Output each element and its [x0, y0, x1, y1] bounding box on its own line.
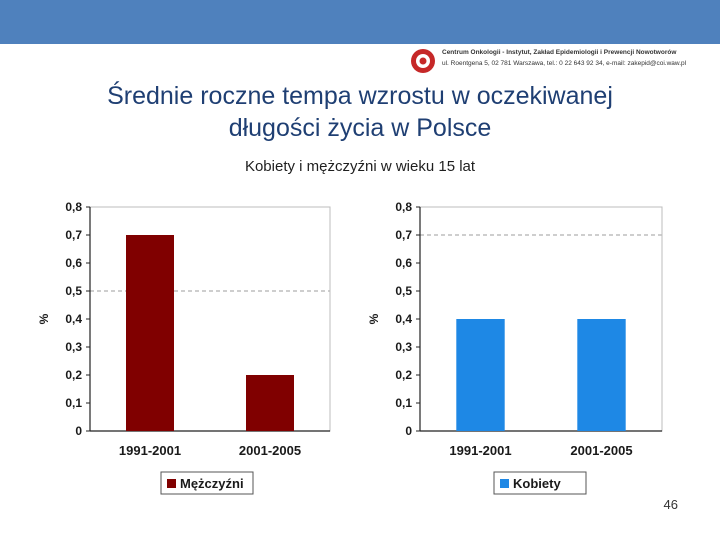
x-tick-label: 1991-2001	[119, 443, 181, 458]
y-tick-label: 0,3	[65, 340, 82, 354]
y-tick-label: 0,3	[395, 340, 412, 354]
title-line2: długości życia w Polsce	[228, 114, 492, 142]
logo-mark-icon	[411, 49, 435, 73]
logo-text-line1: Centrum Onkologii - Instytut, Zakład Epi…	[442, 49, 677, 56]
slide-title: Średnie roczne tempa wzrostu w oczekiwan…	[0, 80, 720, 144]
page-number: 46	[663, 497, 678, 512]
y-tick-label: 0,2	[395, 368, 412, 382]
y-tick-label: 0,7	[395, 228, 412, 242]
y-tick-label: 0	[75, 424, 82, 438]
title-line1: Średnie roczne tempa wzrostu w oczekiwan…	[107, 82, 613, 110]
y-axis-label: %	[367, 313, 381, 324]
bar	[456, 319, 505, 431]
y-tick-label: 0,1	[65, 396, 82, 410]
bar	[577, 319, 626, 431]
legend-box	[160, 471, 254, 495]
top-band	[0, 0, 720, 44]
bar	[246, 375, 294, 431]
y-axis-label: %	[37, 313, 51, 324]
y-tick-label: 0,8	[395, 200, 412, 214]
y-tick-label: 0,1	[395, 396, 412, 410]
y-tick-label: 0,6	[395, 256, 412, 270]
y-tick-label: 0,8	[65, 200, 82, 214]
legend-label: Mężczyźni	[180, 476, 244, 491]
x-tick-label: 1991-2001	[449, 443, 511, 458]
x-tick-label: 2001-2005	[239, 443, 301, 458]
legend-box	[493, 471, 587, 495]
y-tick-label: 0,4	[65, 312, 82, 326]
logo-text-line2: ul. Roentgena 5, 02 781 Warszawa, tel.: …	[442, 60, 687, 67]
y-tick-label: 0,5	[395, 284, 412, 298]
y-tick-label: 0,6	[65, 256, 82, 270]
y-tick-label: 0,7	[65, 228, 82, 242]
bar	[126, 235, 174, 431]
legend-label: Kobiety	[513, 476, 561, 491]
legend-swatch	[500, 479, 509, 488]
slide-subtitle: Kobiety i mężczyźni w wieku 15 lat	[244, 158, 476, 175]
y-tick-label: 0	[405, 424, 412, 438]
institute-logo: Centrum Onkologii - Instytut, Zakład Epi…	[410, 46, 710, 76]
y-tick-label: 0,5	[65, 284, 82, 298]
y-tick-label: 0,4	[395, 312, 412, 326]
x-tick-label: 2001-2005	[570, 443, 632, 458]
legend-swatch	[167, 479, 176, 488]
y-tick-label: 0,2	[65, 368, 82, 382]
